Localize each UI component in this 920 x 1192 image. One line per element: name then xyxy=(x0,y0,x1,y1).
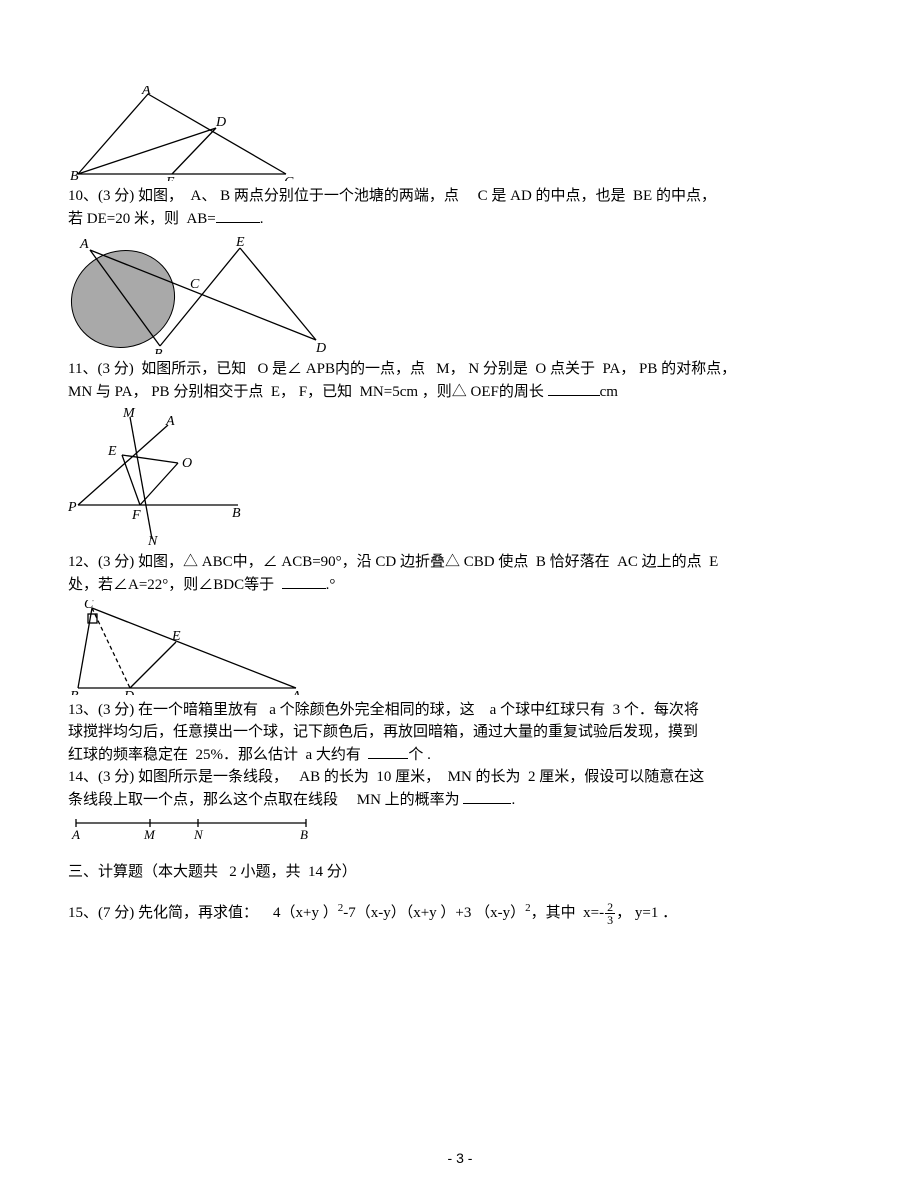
q11-text-b: MN 与 PA， PB 分别相交于点 E， F，已知 MN=5cm ，则△ OE… xyxy=(68,384,548,400)
q12-blank xyxy=(282,573,326,589)
q13-text-d: 个 . xyxy=(408,747,431,763)
label-B: B xyxy=(70,169,79,181)
q12-text-b: 处，若∠A=22°，则∠BDC等于 xyxy=(68,577,282,593)
q11-blank xyxy=(548,380,600,396)
q10-blank xyxy=(216,207,260,223)
label-A: A xyxy=(141,86,151,98)
figure-q10-svg: A E C B D xyxy=(68,234,328,354)
label-E: E xyxy=(235,235,245,250)
q13-line3: 红球的频率稳定在 25%．那么估计 a 大约有 个 . xyxy=(68,743,852,766)
q14-text-a: 如图所示是一条线段， AB 的长为 10 厘米， MN 的长为 2 厘米，假设可… xyxy=(134,769,704,785)
q15-fraction: 23 xyxy=(605,901,615,926)
label-D: D xyxy=(123,689,134,695)
q10-text-b: 若 DE=20 米，则 AB= xyxy=(68,211,216,227)
q14-line2: 条线段上取一个点，那么这个点取在线段 MN 上的概率为 . xyxy=(68,788,852,811)
q13-number: 13 xyxy=(68,702,83,718)
q15-frac-den: 3 xyxy=(605,914,615,926)
figure-q14-svg: A M N B xyxy=(68,815,318,841)
q10-line1: 10、(3 分) 如图， A、 B 两点分别位于一个池塘的两端，点 C 是 AD… xyxy=(68,185,852,207)
label-B: B xyxy=(154,347,163,354)
label-N: N xyxy=(147,534,158,547)
q14-blank xyxy=(463,788,511,804)
q11-line1: 11、(3 分) 如图所示，已知 O 是∠ APB内的一点，点 M， N 分别是… xyxy=(68,358,852,380)
q15-points: (7 分) xyxy=(98,905,134,921)
figure-q9: A D B E C xyxy=(68,86,852,181)
q13-line2: 球搅拌均匀后，任意摸出一个球，记下颜色后，再放回暗箱，通过大量的重复试验后发现，… xyxy=(68,721,852,743)
label-C: C xyxy=(84,600,94,612)
q10-text-a: 如图， A、 B 两点分别位于一个池塘的两端，点 C 是 AD 的中点，也是 B… xyxy=(134,188,716,204)
q13-text-a: 在一个暗箱里放有 a 个除颜色外完全相同的球，这 a 个球中红球只有 3 个．每… xyxy=(134,702,699,718)
label-A: A xyxy=(165,414,175,429)
label-C: C xyxy=(190,277,200,292)
q11-number: 11 xyxy=(68,361,82,377)
q14-number: 14 xyxy=(68,769,83,785)
q12-text-a: 如图，△ ABC中，∠ ACB=90°，沿 CD 边折叠△ CBD 使点 B 恰… xyxy=(134,554,718,570)
label-B: B xyxy=(70,689,79,695)
q14-line1: 14、(3 分) 如图所示是一条线段， AB 的长为 10 厘米， MN 的长为… xyxy=(68,766,852,788)
q11-text-a: 如图所示，已知 O 是∠ APB内的一点，点 M， N 分别是 O 点关于 PA… xyxy=(134,361,736,377)
label-F: F xyxy=(131,508,141,523)
label-M: M xyxy=(122,407,136,421)
q12-line2: 处，若∠A=22°，则∠BDC等于 .° xyxy=(68,573,852,596)
q11-text-c: cm xyxy=(600,384,618,400)
q12-text-c: .° xyxy=(326,577,336,593)
label-E: E xyxy=(107,444,117,459)
q12-line1: 12、(3 分) 如图，△ ABC中，∠ ACB=90°，沿 CD 边折叠△ C… xyxy=(68,551,852,573)
q11-points: (3 分) xyxy=(97,361,133,377)
q14-text-b: 条线段上取一个点，那么这个点取在线段 MN 上的概率为 xyxy=(68,792,463,808)
section3-heading: 三、计算题（本大题共 2 小题，共 14 分） xyxy=(68,861,852,883)
page-number: - 3 - xyxy=(0,1150,920,1166)
q13-line1: 13、(3 分) 在一个暗箱里放有 a 个除颜色外完全相同的球，这 a 个球中红… xyxy=(68,699,852,721)
page: A D B E C 10、(3 分) 如图， A、 B 两点分别位于一个池塘的两… xyxy=(0,0,920,1192)
label-A: A xyxy=(71,827,80,841)
q15-text-b: -7（x-y）（x+y ）+3 （x-y） xyxy=(343,905,525,921)
q10-line2: 若 DE=20 米，则 AB=. xyxy=(68,207,852,230)
label-A: A xyxy=(291,689,301,695)
figure-q12-svg: C E B D A xyxy=(68,600,308,695)
figure-q14: A M N B xyxy=(68,815,852,841)
q13-text-b: 球搅拌均匀后，任意摸出一个球，记下颜色后，再放回暗箱，通过大量的重复试验后发现，… xyxy=(68,724,698,740)
q12-number: 12 xyxy=(68,554,83,570)
q15-line1: 15、(7 分) 先化简，再求值： 4（x+y ）2-7（x-y）（x+y ）+… xyxy=(68,897,852,926)
figure-q9-svg: A D B E C xyxy=(68,86,296,181)
q15-text-d: ， y=1 ． xyxy=(616,905,677,921)
label-E: E xyxy=(165,175,175,181)
q13-text-c: 红球的频率稳定在 25%．那么估计 a 大约有 xyxy=(68,747,368,763)
label-B: B xyxy=(300,827,308,841)
label-C: C xyxy=(284,175,294,181)
label-P: P xyxy=(68,500,77,515)
label-E: E xyxy=(171,629,181,644)
q14-points: (3 分) xyxy=(98,769,134,785)
label-D: D xyxy=(215,115,226,130)
label-M: M xyxy=(143,827,156,841)
q12-points: (3 分) xyxy=(98,554,134,570)
label-N: N xyxy=(193,827,204,841)
figure-q10: A E C B D xyxy=(68,234,852,354)
label-D: D xyxy=(315,341,326,354)
q14-text-c: . xyxy=(511,792,515,808)
q13-points: (3 分) xyxy=(98,702,134,718)
label-A: A xyxy=(79,237,89,252)
q11-line2: MN 与 PA， PB 分别相交于点 E， F，已知 MN=5cm ，则△ OE… xyxy=(68,380,852,403)
q15-text-c: ，其中 x=- xyxy=(531,905,604,921)
figure-q12: C E B D A xyxy=(68,600,852,695)
q10-points: (3 分) xyxy=(98,188,134,204)
label-O: O xyxy=(182,456,192,471)
q13-blank xyxy=(368,743,408,759)
figure-q11-svg: M A E O P F B N xyxy=(68,407,248,547)
q10-number: 10 xyxy=(68,188,83,204)
q10-text-c: . xyxy=(260,211,264,227)
figure-q11: M A E O P F B N xyxy=(68,407,852,547)
label-B: B xyxy=(232,506,241,521)
q15-number: 15 xyxy=(68,905,83,921)
q15-text-a: 先化简，再求值： 4（x+y ） xyxy=(134,905,337,921)
